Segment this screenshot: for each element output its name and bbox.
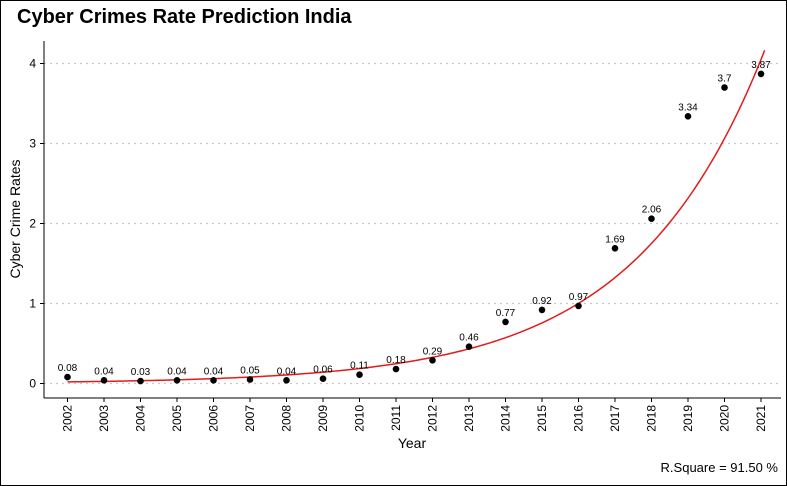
chart-title: Cyber Crimes Rate Prediction India — [17, 6, 352, 28]
data-label: 0.05 — [240, 366, 260, 377]
x-tick-label: 2020 — [718, 405, 732, 432]
data-label: 0.03 — [131, 367, 151, 378]
data-label: 0.18 — [386, 355, 406, 366]
x-tick-label: 2018 — [645, 405, 659, 432]
x-tick-label: 2013 — [462, 405, 476, 432]
data-point — [465, 343, 473, 351]
data-point — [173, 377, 181, 384]
x-tick-label: 2007 — [243, 405, 257, 432]
data-label: 0.11 — [350, 361, 369, 372]
data-point — [502, 318, 509, 326]
data-point — [319, 375, 327, 383]
y-tick-label: 0 — [29, 377, 36, 391]
data-point — [210, 377, 217, 384]
data-point — [575, 302, 582, 310]
x-tick-label: 2006 — [207, 405, 221, 432]
data-label: 0.97 — [569, 292, 589, 303]
data-label: 0.04 — [167, 366, 187, 377]
data-label: 1.69 — [605, 234, 625, 245]
x-tick-label: 2019 — [681, 405, 695, 432]
data-point — [246, 376, 254, 383]
x-tick-label: 2012 — [426, 405, 440, 432]
x-tick-label: 2021 — [754, 405, 768, 432]
data-point — [356, 371, 363, 379]
data-point — [611, 245, 619, 252]
x-tick-label: 2011 — [389, 405, 403, 431]
x-tick-label: 2008 — [280, 405, 294, 432]
gridlines — [44, 62, 781, 385]
data-label: 0.08 — [58, 363, 78, 374]
data-point — [721, 84, 728, 91]
y-tick-label: 3 — [29, 137, 36, 151]
data-point — [684, 113, 692, 120]
x-tick-label: 2015 — [535, 405, 549, 432]
data-point — [429, 357, 436, 364]
x-tick-label: 2010 — [353, 405, 367, 432]
y-tick-label: 4 — [29, 57, 36, 71]
data-label: 0.04 — [94, 366, 114, 377]
data-point — [648, 215, 655, 222]
data-label: 0.29 — [423, 346, 443, 357]
x-tick-label: 2017 — [608, 405, 622, 432]
data-point — [392, 365, 400, 373]
data-label: 0.46 — [459, 333, 479, 344]
x-tick-label: 2016 — [572, 405, 586, 432]
data-label: 0.04 — [204, 366, 224, 377]
data-label: 0.04 — [277, 366, 297, 377]
data-label: 0.06 — [313, 365, 333, 376]
y-tick-label: 2 — [29, 217, 36, 231]
x-ticks: 2002 2003 2004 2005 2006 2007 2008 2009 2010 2011… — [61, 398, 768, 432]
data-point — [64, 373, 71, 381]
x-tick-label: 2003 — [97, 405, 111, 432]
y-axis-label: Cyber Crime Rates — [7, 159, 23, 278]
x-tick-label: 2005 — [170, 405, 184, 432]
data-label: 2.06 — [642, 205, 662, 216]
data-label: 3.7 — [718, 74, 732, 85]
y-tick-label: 1 — [29, 297, 36, 311]
data-label: 0.77 — [496, 308, 516, 319]
data-point — [538, 306, 546, 314]
x-tick-label: 2014 — [499, 405, 513, 432]
data-point — [757, 70, 765, 78]
x-tick-label: 2004 — [134, 405, 148, 432]
r-square-caption: R.Square = 91.50 % — [660, 460, 778, 475]
x-tick-label: 2002 — [61, 405, 75, 432]
x-tick-label: 2009 — [316, 405, 330, 432]
fit-curve — [67, 50, 766, 383]
y-ticks: 0 1 2 3 4 — [29, 57, 44, 391]
x-axis-label: Year — [398, 435, 427, 451]
data-point — [137, 377, 144, 385]
data-label: 0.92 — [532, 296, 552, 307]
data-label: 3.87 — [751, 60, 771, 71]
data-point — [283, 377, 290, 384]
data-points — [64, 70, 765, 385]
data-labels: 0.08 0.04 0.03 0.04 0.04 0.05 0.04 0.06 0.11 0.18… — [58, 60, 771, 378]
data-label: 3.34 — [678, 102, 698, 113]
data-point — [100, 377, 108, 384]
